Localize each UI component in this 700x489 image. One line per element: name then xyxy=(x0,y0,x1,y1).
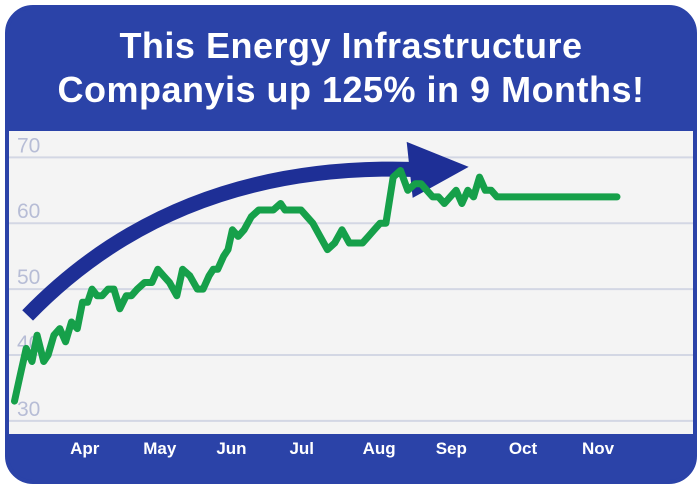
x-tick-label-jun: Jun xyxy=(216,439,246,458)
x-tick-label-sep: Sep xyxy=(436,439,467,458)
trend-arrow-shaft xyxy=(22,161,428,321)
y-tick-label-70: 70 xyxy=(17,134,40,157)
x-tick-label-nov: Nov xyxy=(582,439,615,458)
x-tick-label-oct: Oct xyxy=(509,439,538,458)
chart-title-line-2: Companyis up 125% in 9 Months! xyxy=(57,69,645,110)
y-tick-label-60: 60 xyxy=(17,200,40,223)
x-tick-label-aug: Aug xyxy=(363,439,396,458)
x-tick-label-jul: Jul xyxy=(289,439,314,458)
y-tick-label-30: 30 xyxy=(17,398,40,421)
x-tick-label-apr: Apr xyxy=(70,439,100,458)
plot-area xyxy=(9,131,693,434)
x-axis-band xyxy=(9,434,693,480)
price-line xyxy=(11,167,621,405)
chart-card: This Energy Infrastructure Companyis up … xyxy=(5,5,697,484)
x-tick-label-may: May xyxy=(143,439,177,458)
y-tick-label-50: 50 xyxy=(17,266,40,289)
title-band: This Energy Infrastructure Companyis up … xyxy=(9,9,693,127)
chart-title-line-1: This Energy Infrastructure xyxy=(119,25,583,66)
